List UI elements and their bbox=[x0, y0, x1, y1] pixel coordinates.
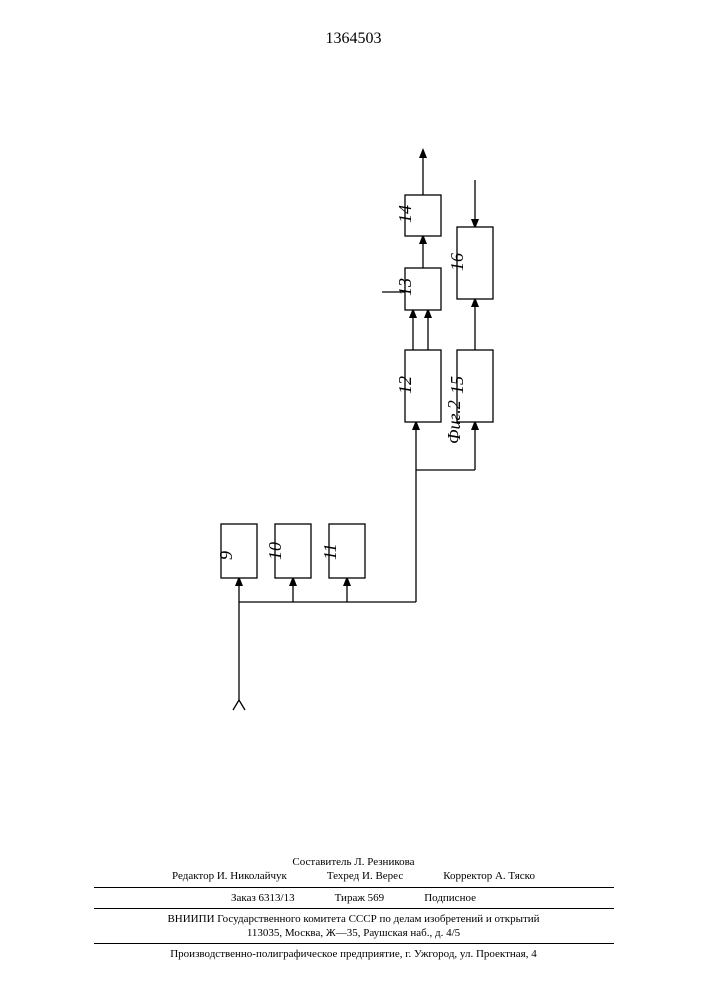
addr1-line: 113035, Москва, Ж—35, Раушская наб., д. … bbox=[0, 926, 707, 940]
compiler-line: Составитель Л. Резникова bbox=[0, 855, 707, 869]
subscription-line: Подписное bbox=[424, 891, 476, 905]
block-label-13: 13 bbox=[395, 278, 415, 296]
techred-line: Техред И. Верес bbox=[327, 869, 403, 883]
block-label-16: 16 bbox=[447, 253, 467, 271]
block-label-12: 12 bbox=[395, 376, 415, 394]
open-arrow-bus-start-open bbox=[233, 700, 245, 710]
block-label-14: 14 bbox=[395, 205, 415, 223]
block-label-11: 11 bbox=[320, 543, 340, 560]
circulation-line: Тираж 569 bbox=[335, 891, 385, 905]
figure-label: Фиг.2 bbox=[444, 400, 464, 444]
org2-line: Производственно-полиграфическое предприя… bbox=[0, 947, 707, 961]
imprint-footer: Составитель Л. Резникова Редактор И. Ник… bbox=[0, 855, 707, 962]
block-9 bbox=[221, 524, 257, 578]
block-label-15: 15 bbox=[447, 376, 467, 394]
corrector-line: Корректор А. Тяско bbox=[443, 869, 535, 883]
block-label-10: 10 bbox=[265, 542, 285, 560]
block-diagram: 9 10 11 12 13 14 15 16 Фиг.2 bbox=[0, 0, 707, 1000]
org1-line: ВНИИПИ Государственного комитета СССР по… bbox=[0, 912, 707, 926]
editor-line: Редактор И. Николайчук bbox=[172, 869, 287, 883]
order-line: Заказ 6313/13 bbox=[231, 891, 295, 905]
block-label-9: 9 bbox=[216, 551, 236, 560]
